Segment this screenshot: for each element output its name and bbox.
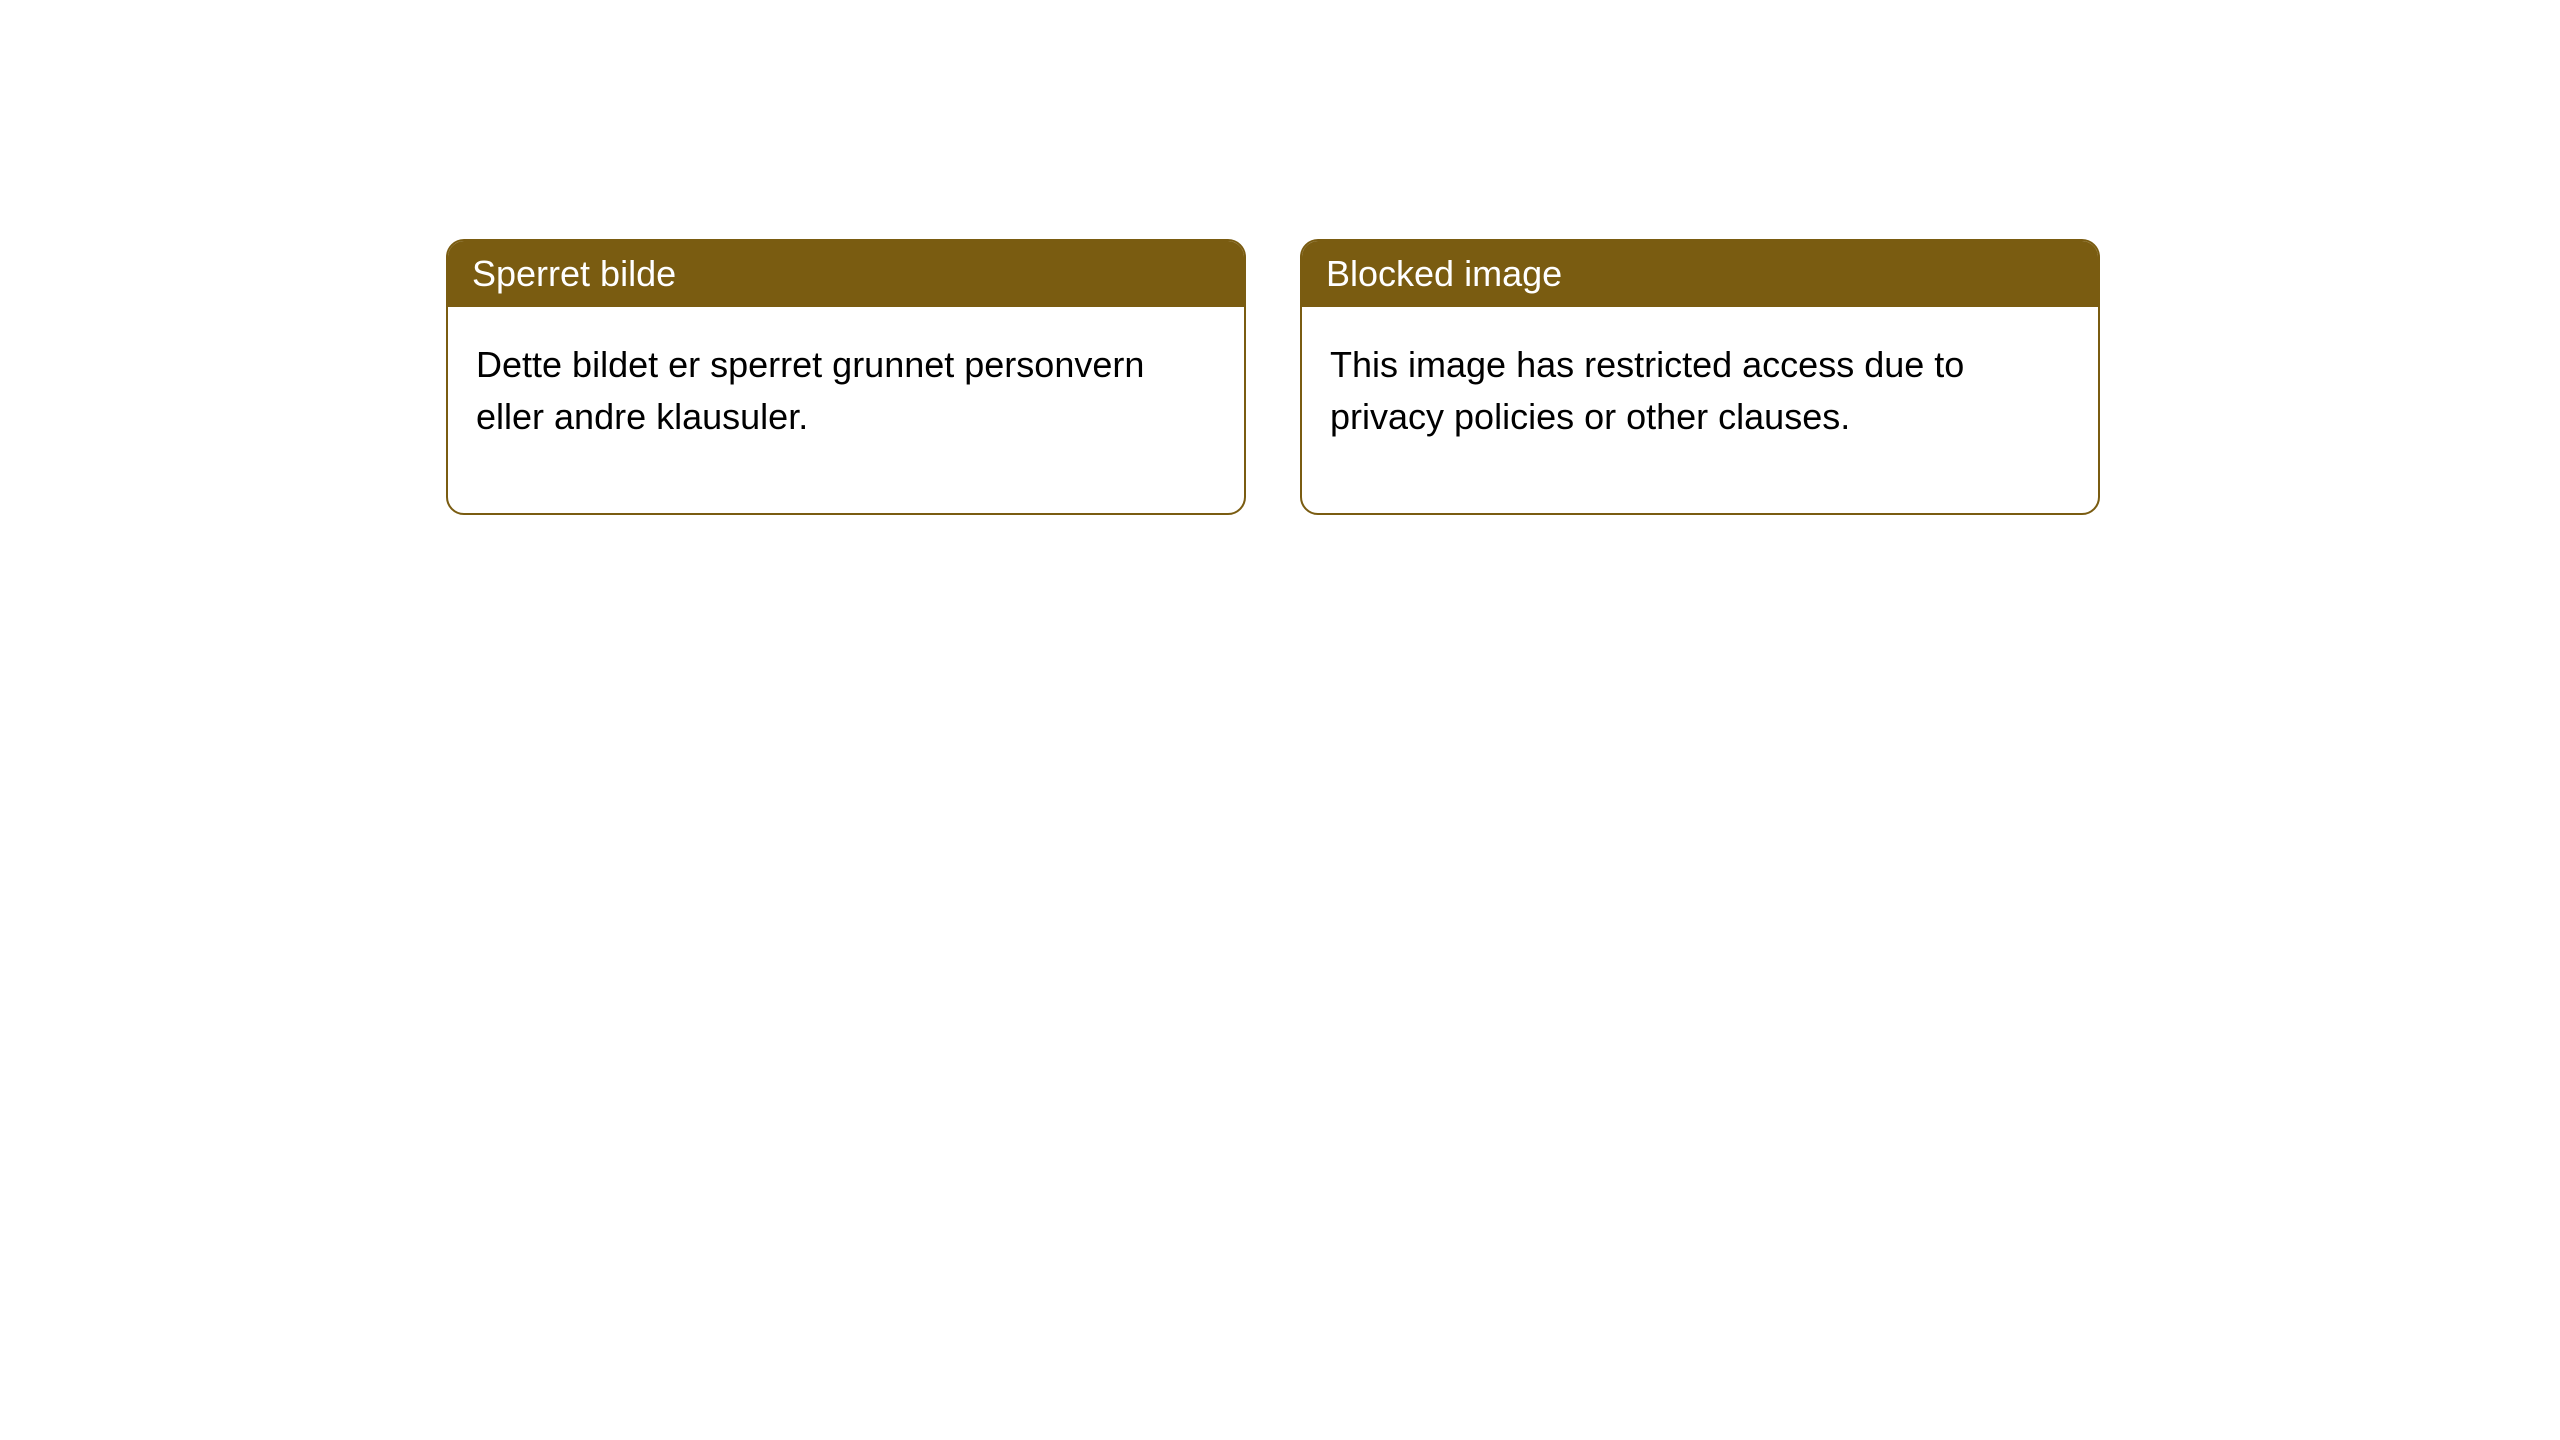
notice-title: Sperret bilde [472,253,676,294]
notice-body-norwegian: Dette bildet er sperret grunnet personve… [448,307,1244,513]
notice-card-english: Blocked image This image has restricted … [1300,239,2100,515]
notice-title: Blocked image [1326,253,1562,294]
notice-text: This image has restricted access due to … [1330,344,1964,437]
notice-header-norwegian: Sperret bilde [448,241,1244,307]
notice-container: Sperret bilde Dette bildet er sperret gr… [0,0,2560,515]
notice-header-english: Blocked image [1302,241,2098,307]
notice-text: Dette bildet er sperret grunnet personve… [476,344,1144,437]
notice-card-norwegian: Sperret bilde Dette bildet er sperret gr… [446,239,1246,515]
notice-body-english: This image has restricted access due to … [1302,307,2098,513]
